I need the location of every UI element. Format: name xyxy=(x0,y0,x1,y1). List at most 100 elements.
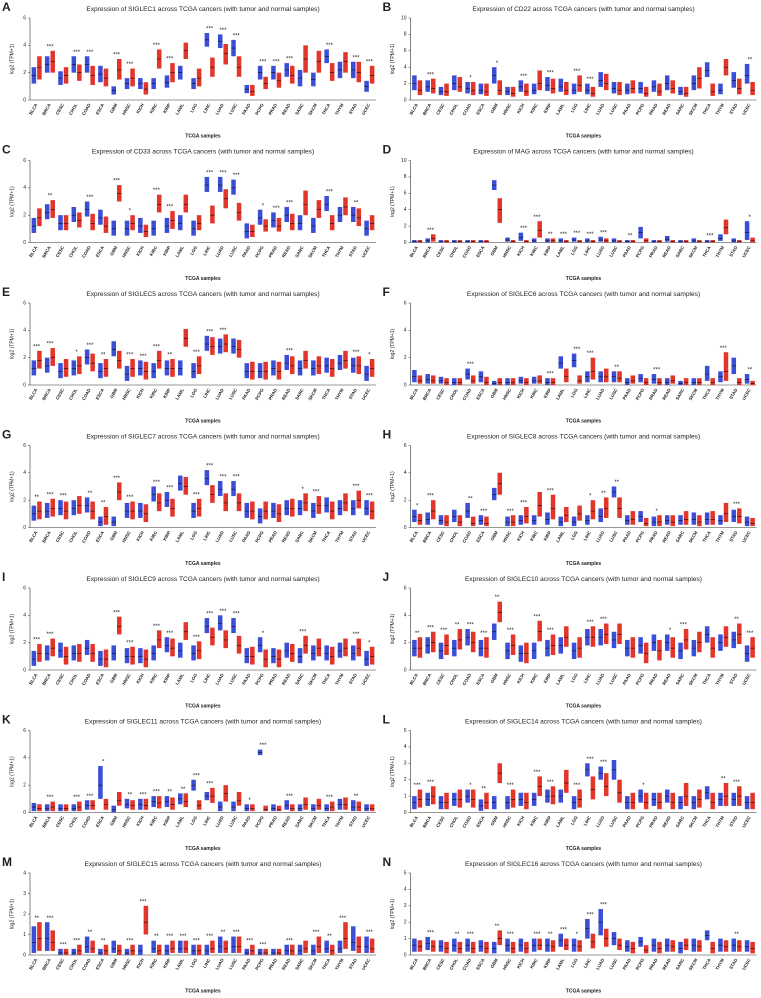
x-tick-label: LUAD xyxy=(595,530,605,543)
box xyxy=(329,801,335,812)
panel: C Expression of CD33 across TCGA cancers … xyxy=(2,143,376,282)
box xyxy=(111,516,116,527)
x-tick-label: BLCA xyxy=(28,387,39,401)
box xyxy=(44,922,50,951)
significance: *** xyxy=(339,916,347,922)
box xyxy=(484,516,489,527)
x-tick-label: THCA xyxy=(321,957,332,971)
box xyxy=(164,75,170,88)
box xyxy=(470,941,476,954)
box xyxy=(438,515,444,525)
box xyxy=(311,944,316,955)
box xyxy=(143,504,149,523)
significance: * xyxy=(129,209,132,215)
box xyxy=(452,378,457,385)
panel-letter: F xyxy=(383,285,390,299)
box xyxy=(156,350,162,369)
box xyxy=(250,224,255,238)
x-tick-label: UCEC xyxy=(361,529,372,543)
x-tick-label: BLCA xyxy=(409,957,420,971)
box xyxy=(170,359,175,377)
x-tick-label: LUSC xyxy=(228,672,239,686)
x-tick-label: LGG xyxy=(189,672,198,683)
box xyxy=(678,86,683,96)
significance: *** xyxy=(733,502,741,508)
y-tick-label: 2 xyxy=(23,497,26,503)
x-tick-label: LGG xyxy=(570,530,579,541)
significance: *** xyxy=(286,794,294,800)
significance: *** xyxy=(600,617,608,623)
x-tick-label: HNSC xyxy=(121,814,132,828)
panel-letter: H xyxy=(383,428,392,442)
significance: *** xyxy=(286,349,294,355)
significance: ** xyxy=(734,932,739,938)
box xyxy=(577,940,582,952)
box xyxy=(691,512,697,525)
box xyxy=(271,360,276,376)
box xyxy=(183,793,189,808)
significance: ** xyxy=(495,595,500,601)
box xyxy=(550,786,556,805)
y-tick-label: 0 xyxy=(404,667,407,673)
x-tick-label: LUAD xyxy=(595,103,605,116)
box xyxy=(263,948,268,955)
y-tick-label: 4 xyxy=(404,744,407,750)
significance: *** xyxy=(427,931,435,937)
significance: *** xyxy=(507,932,515,938)
box xyxy=(497,930,503,946)
box xyxy=(351,206,356,222)
x-tick-label: PAAD xyxy=(622,958,632,971)
x-axis-label: TCGA samples xyxy=(566,561,602,567)
x-tick-label: GBM xyxy=(489,530,499,542)
box xyxy=(156,944,162,955)
x-tick-label: PCPG xyxy=(635,387,646,401)
panel-letter: M xyxy=(2,855,12,869)
y-tick-label: 1 xyxy=(23,932,26,938)
x-tick-label: KIRP xyxy=(543,815,553,827)
box xyxy=(156,194,162,213)
box xyxy=(691,75,697,91)
x-tick-label: COAD xyxy=(81,958,92,972)
box xyxy=(210,627,215,646)
significance: *** xyxy=(547,71,555,77)
x-tick-label: KIRC xyxy=(529,529,539,542)
x-tick-label: KIRP xyxy=(543,673,553,685)
box xyxy=(704,512,710,525)
significance: *** xyxy=(233,612,241,618)
box xyxy=(737,508,742,524)
box xyxy=(329,501,335,520)
box xyxy=(417,789,423,808)
box xyxy=(670,792,676,810)
x-tick-label: SKCM xyxy=(688,672,699,686)
x-tick-label: SARC xyxy=(294,529,305,543)
box xyxy=(510,240,516,243)
significance: *** xyxy=(126,495,134,501)
significance: *** xyxy=(520,226,528,232)
box xyxy=(417,240,423,243)
box xyxy=(311,804,316,812)
panel-title: Expression of SIGLEC15 across TCGA cance… xyxy=(85,861,322,868)
x-tick-label: READ xyxy=(281,530,292,543)
box xyxy=(417,513,423,525)
box xyxy=(284,642,289,658)
box xyxy=(90,353,95,372)
significance: *** xyxy=(286,938,294,944)
y-tick-label: 0 xyxy=(23,240,26,246)
box xyxy=(718,515,723,525)
x-tick-label: LUAD xyxy=(214,958,224,971)
y-tick-label: 0 xyxy=(404,952,407,958)
x-tick-label: STAD xyxy=(348,530,358,543)
box xyxy=(364,365,369,381)
significance: *** xyxy=(353,632,361,638)
box xyxy=(324,497,329,513)
box xyxy=(103,507,109,525)
box xyxy=(250,804,255,812)
significance: *** xyxy=(206,612,214,618)
box xyxy=(577,375,582,384)
significance: *** xyxy=(153,624,161,630)
box xyxy=(324,645,329,661)
x-tick-label: SARC xyxy=(294,387,305,401)
x-tick-label: THCA xyxy=(321,244,332,258)
x-tick-label: LUSC xyxy=(228,957,239,971)
x-tick-label: CESC xyxy=(55,814,66,828)
